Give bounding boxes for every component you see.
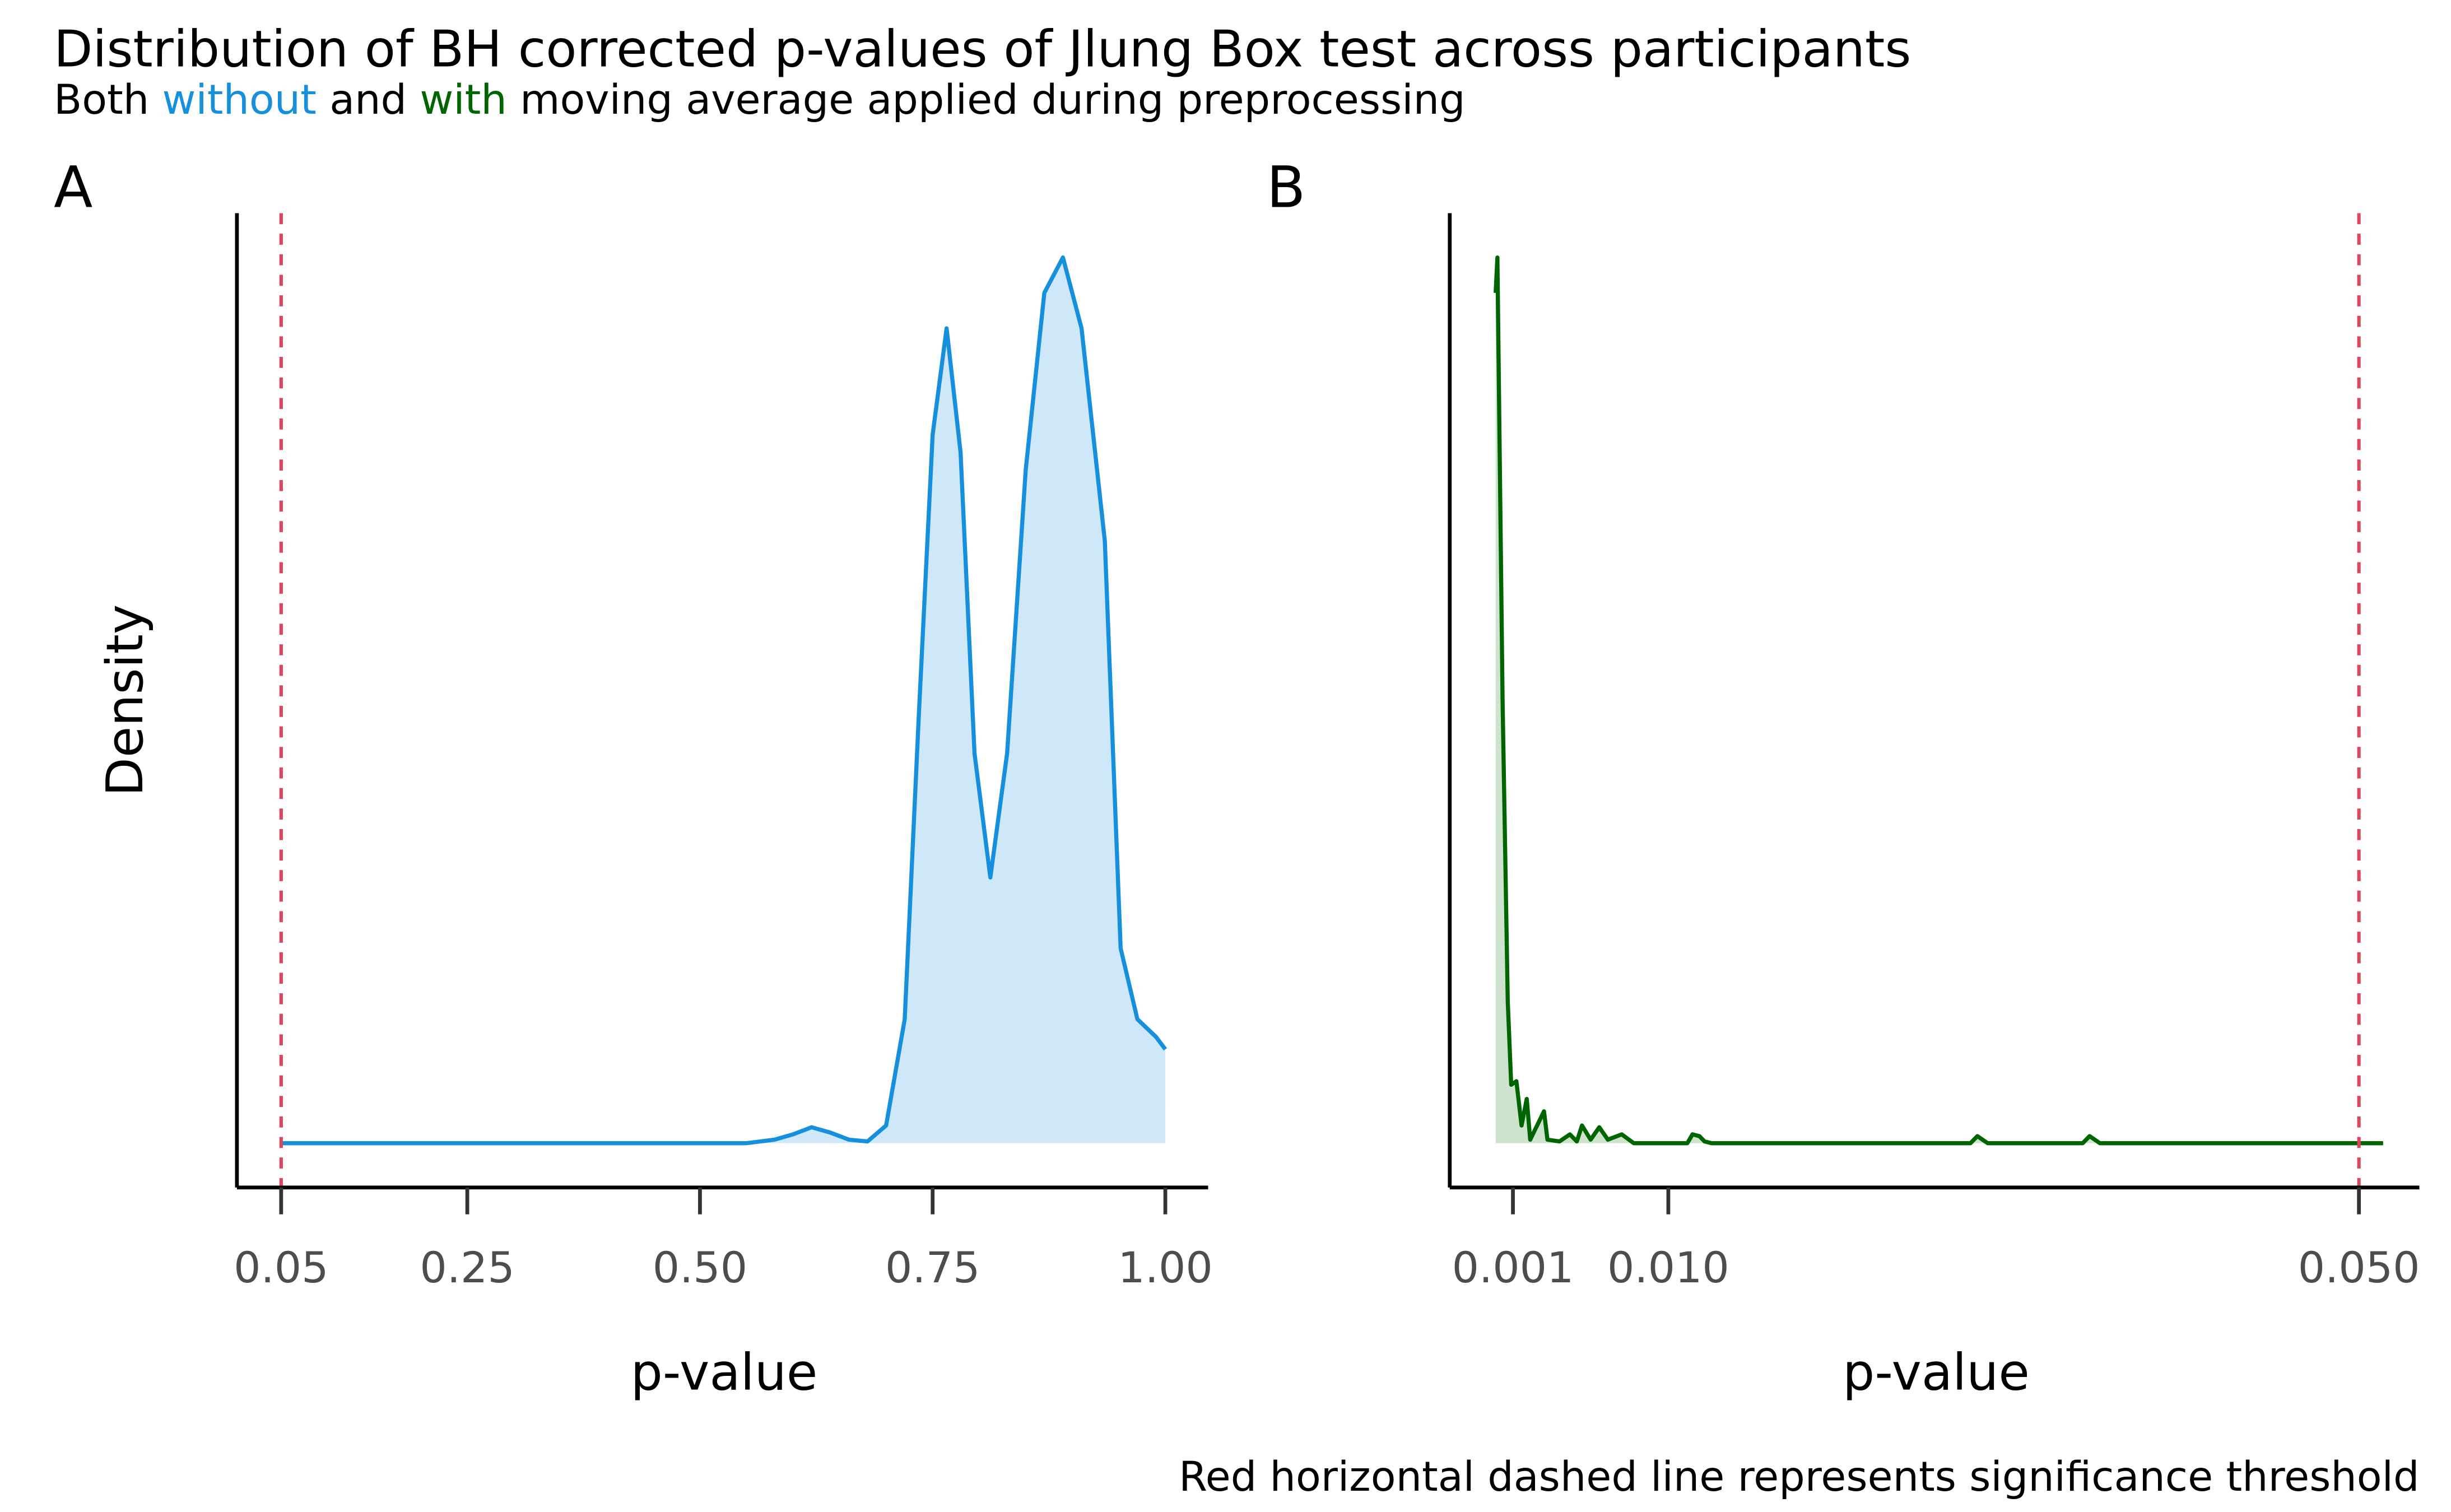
chart-title: Distribution of BH corrected p-values of… [54,20,1911,78]
x-axis-label: p-value [1843,1343,2030,1402]
subtitle-part: with [420,76,506,124]
x-tick-label: 0.001 [1452,1243,1574,1292]
subtitle-part: without [162,76,316,124]
density-line [1494,255,2383,1146]
panel-tag: B [1267,154,1306,220]
x-tick-label: 0.050 [2298,1243,2420,1292]
x-tick-label: 0.05 [234,1243,328,1292]
subtitle-part: Both [54,76,162,124]
subtitle-part: moving average applied during preprocess… [507,76,1466,124]
density-line [281,255,1168,1146]
y-axis-label: Density [96,604,155,797]
x-axis-label: p-value [631,1343,818,1402]
x-tick-label: 0.75 [885,1243,980,1292]
x-tick-label: 1.00 [1118,1243,1212,1292]
x-tick-label: 0.010 [1607,1243,1729,1292]
x-tick-label: 0.50 [653,1243,747,1292]
density-area [281,257,1166,1143]
caption: Red horizontal dashed line represents si… [1179,1453,2419,1501]
chart-subtitle: Both without and with moving average app… [54,76,1466,124]
subtitle-part: and [317,76,420,124]
x-tick-label: 0.25 [420,1243,514,1292]
panel-tag: A [54,154,92,220]
